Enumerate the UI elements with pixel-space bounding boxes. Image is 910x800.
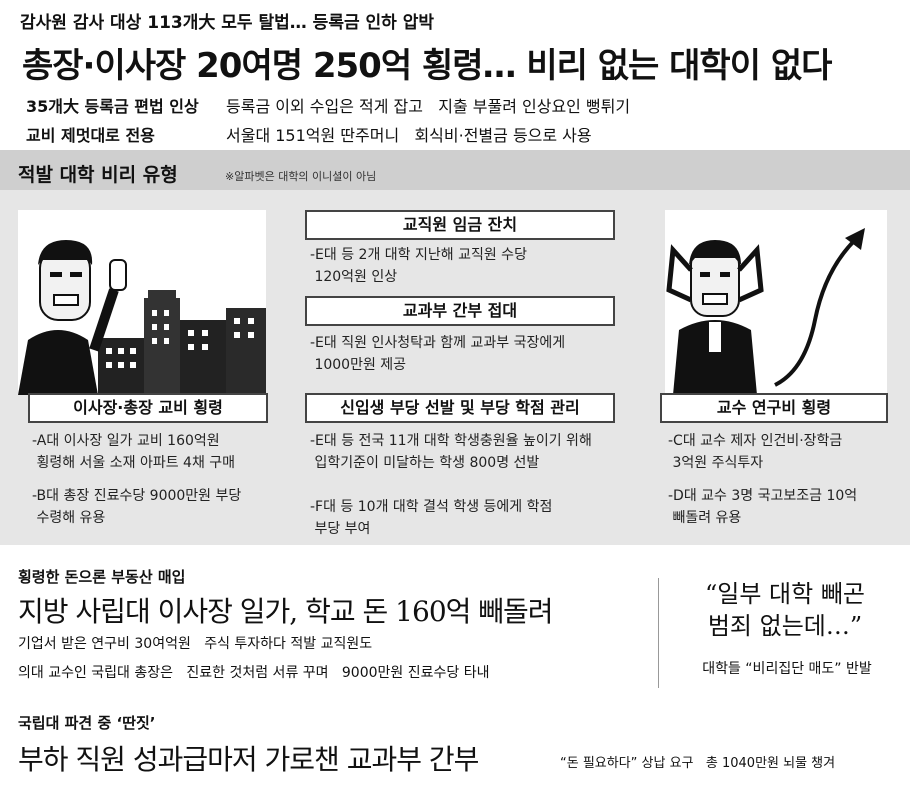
section2-kicker: 국립대 파견 중 ‘딴짓’ [18, 714, 156, 732]
label-wage-party: 교직원 임금 잔치 [305, 210, 615, 240]
subhead-text: 등록금 이외 수입은 적게 잡고 지출 부풀려 인상요인 뻥튀기 [226, 97, 631, 116]
section2-headline: 부하 직원 성과급마저 가로챈 교과부 간부 [18, 743, 479, 776]
subhead-bold: 35개大 등록금 편법 인상 [26, 97, 199, 116]
center-item-3: -E대 등 전국 11개 대학 학생충원율 높이기 위해 입학기준이 미달하는 … [310, 433, 592, 537]
quote-text: “일부 대학 빼곤 범죄 없는데…” [704, 580, 865, 640]
right-item-2: -D대 교수 3명 국고보조금 10억 빼돌려 유용 [668, 488, 858, 526]
label-professor-embezzlement: 교수 연구비 횡령 [660, 393, 888, 423]
subhead-bold: 교비 제멋대로 전용 [26, 126, 155, 145]
rising-graph-man-icon [666, 228, 865, 395]
main-headline: 총장·이사장 20여명 250억 횡령… 비리 없는 대학이 없다 [22, 46, 832, 86]
section1-kicker: 횡령한 돈으론 부동산 매입 [18, 568, 186, 586]
section1-line1: 기업서 받은 연구비 30여억원 주식 투자하다 적발 교직원도 [18, 636, 373, 652]
left-item-1: -A대 이사장 일가 교비 160억원 횡령해 서울 소재 아파트 4채 구매 [32, 433, 236, 471]
right-item-1: -C대 교수 제자 인건비·장학금 3억원 주식투자 [668, 433, 843, 471]
subhead-row-2: 교비 제멋대로 전용 서울대 151억원 딴주머니 회식비·전별금 등으로 사용 [26, 122, 592, 146]
divider-line [658, 578, 659, 688]
subhead-text: 서울대 151억원 딴주머니 회식비·전별금 등으로 사용 [226, 126, 592, 145]
buildings-and-man-icon [18, 240, 266, 395]
section1-line2: 의대 교수인 국립대 총장은 진료한 것처럼 서류 꾸며 9000만원 진료수당… [18, 665, 490, 681]
top-kicker: 감사원 감사 대상 113개大 모두 탈법… 등록금 인하 압박 [20, 13, 434, 33]
panel-header-bar [0, 150, 910, 190]
chairman-illustration [18, 210, 266, 395]
label-admission-fraud: 신입생 부당 선발 및 부당 학점 관리 [305, 393, 615, 423]
professor-illustration [665, 210, 887, 395]
quote-caption: 대학들 “비리집단 매도” 반발 [702, 661, 872, 677]
panel-note: ※알파벳은 대학의 이니셜이 아님 [225, 170, 377, 183]
left-item-2: -B대 총장 진료수당 9000만원 부당 수령해 유용 [32, 488, 242, 526]
center-item-1: -E대 등 2개 대학 지난해 교직원 수당 120억원 인상 [310, 247, 527, 285]
center-item-2: -E대 직원 인사청탁과 함께 교과부 국장에게 1000만원 제공 [310, 335, 566, 373]
panel-title: 적발 대학 비리 유형 [18, 164, 178, 186]
label-chairman-embezzlement: 이사장·총장 교비 횡령 [28, 393, 268, 423]
section1-headline: 지방 사립대 이사장 일가, 학교 돈 160억 빼돌려 [18, 595, 554, 628]
label-official-entertainment: 교과부 간부 접대 [305, 296, 615, 326]
subhead-row-1: 35개大 등록금 편법 인상 등록금 이외 수입은 적게 잡고 지출 부풀려 인상… [26, 93, 630, 117]
section2-tail: “돈 필요하다” 상납 요구 총 1040만원 뇌물 챙겨 [560, 756, 836, 771]
